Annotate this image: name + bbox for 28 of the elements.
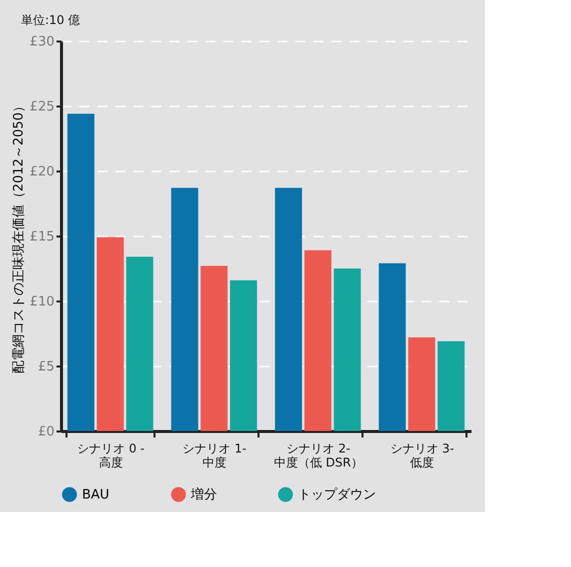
bar	[438, 341, 465, 431]
y-tick-label: £25	[30, 100, 54, 114]
y-tick-label: £15	[30, 230, 54, 244]
y-tick-label: £20	[30, 164, 54, 180]
bar	[200, 266, 228, 431]
bar	[334, 268, 361, 431]
bar	[96, 237, 124, 431]
x-tick-label: シナリオ 2- 中度（低 DSR）	[274, 442, 363, 470]
bar	[230, 280, 258, 431]
y-tick-label: £5	[38, 360, 54, 374]
x-tick-label: シナリオ 1- 中度	[182, 442, 246, 470]
bar	[378, 263, 406, 431]
bar	[67, 114, 94, 431]
legend-label: BAU	[82, 488, 110, 503]
legend-label: 増分	[190, 486, 217, 503]
bar	[126, 256, 154, 431]
text: 単位:10 億	[21, 13, 80, 27]
y-tick-label: £0	[38, 424, 54, 440]
y-axis-title: 配電網コストの正味現在価値（2012～2050）	[12, 99, 27, 374]
legend-label: トップダウン	[298, 488, 376, 503]
x-tick-label: シナリオ 3- 低度	[390, 442, 454, 470]
y-tick-label: £10	[30, 294, 54, 310]
bar	[171, 188, 198, 431]
x-tick-label: シナリオ 0 - 高度	[77, 442, 145, 470]
y-tick-label: £30	[30, 34, 54, 50]
bar	[274, 188, 302, 431]
bar	[304, 250, 332, 431]
bar	[408, 337, 436, 431]
